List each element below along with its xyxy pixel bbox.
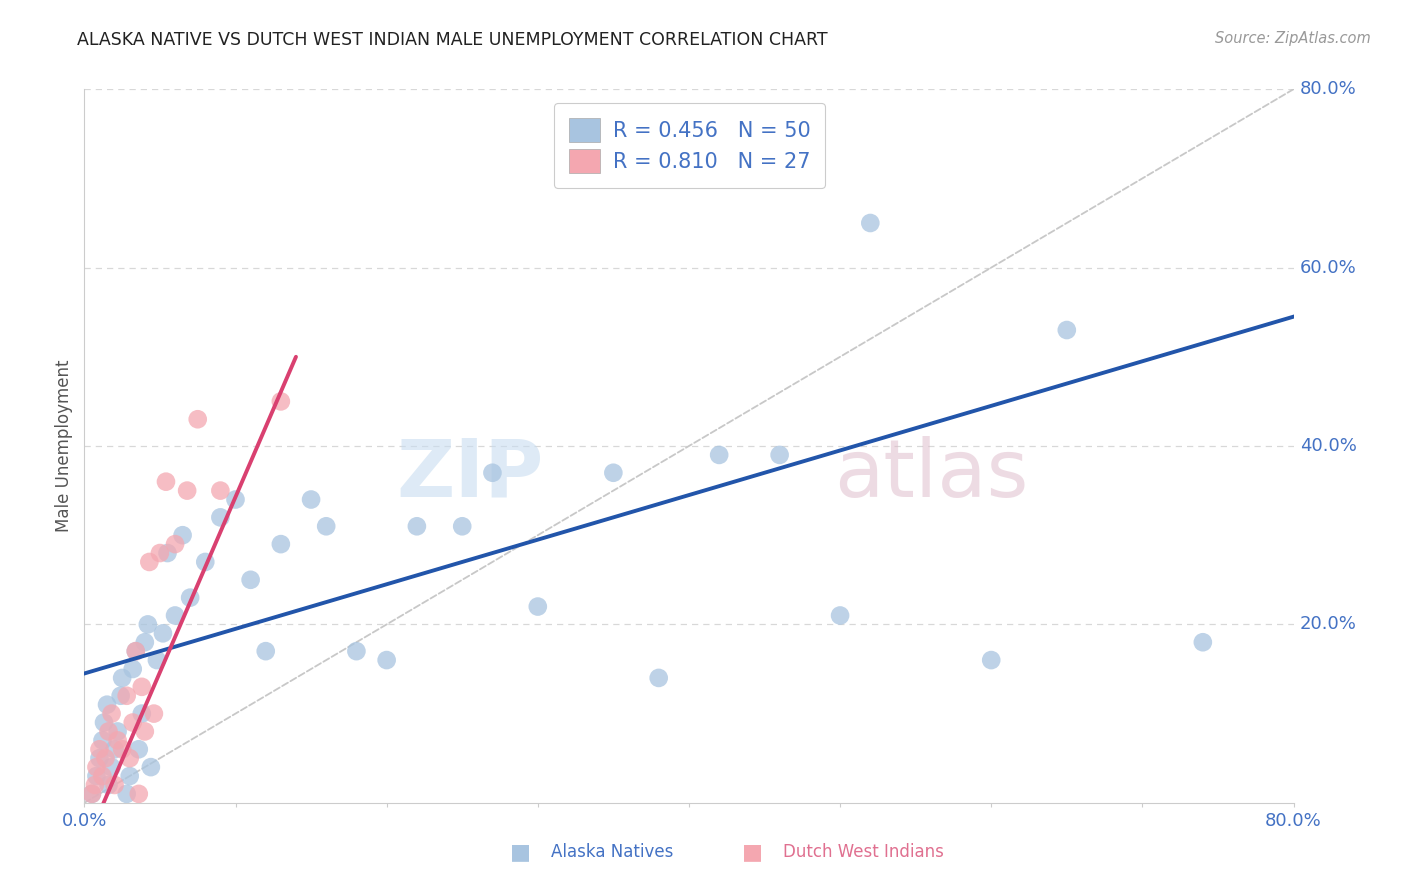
- Point: [270, 537, 292, 551]
- Point: [134, 724, 156, 739]
- Point: [1056, 323, 1078, 337]
- Point: [647, 671, 671, 685]
- Point: [107, 724, 129, 739]
- Point: [86, 769, 108, 783]
- Point: [209, 510, 232, 524]
- Point: [980, 653, 1002, 667]
- Point: [830, 608, 852, 623]
- Point: [163, 608, 186, 623]
- Point: [526, 599, 548, 614]
- Point: [179, 591, 201, 605]
- Point: [94, 751, 117, 765]
- Point: [107, 733, 129, 747]
- Point: [709, 448, 731, 462]
- Point: [142, 706, 165, 721]
- Point: [96, 698, 118, 712]
- Point: [110, 689, 132, 703]
- Point: [89, 742, 111, 756]
- Point: [121, 662, 143, 676]
- Point: [100, 706, 122, 721]
- Text: Source: ZipAtlas.com: Source: ZipAtlas.com: [1215, 31, 1371, 46]
- Point: [111, 671, 134, 685]
- Point: [104, 778, 127, 792]
- Point: [111, 742, 134, 756]
- Point: [121, 715, 143, 730]
- Point: [125, 644, 148, 658]
- Point: [146, 653, 169, 667]
- Text: ALASKA NATIVE VS DUTCH WEST INDIAN MALE UNEMPLOYMENT CORRELATION CHART: ALASKA NATIVE VS DUTCH WEST INDIAN MALE …: [77, 31, 828, 49]
- Point: [451, 519, 474, 533]
- Point: [239, 573, 262, 587]
- Point: [209, 483, 232, 498]
- Text: Dutch West Indians: Dutch West Indians: [783, 843, 943, 861]
- Point: [91, 733, 114, 747]
- Point: [254, 644, 277, 658]
- Point: [97, 724, 120, 739]
- Text: 60.0%: 60.0%: [1299, 259, 1357, 277]
- Point: [118, 769, 141, 783]
- Point: [134, 635, 156, 649]
- Point: [156, 546, 179, 560]
- Point: [602, 466, 624, 480]
- Point: [406, 519, 429, 533]
- Point: [86, 760, 108, 774]
- Point: [152, 626, 174, 640]
- Legend: R = 0.456   N = 50, R = 0.810   N = 27: R = 0.456 N = 50, R = 0.810 N = 27: [554, 103, 825, 188]
- Point: [172, 528, 194, 542]
- Point: [128, 742, 150, 756]
- Point: [270, 394, 292, 409]
- Point: [315, 519, 337, 533]
- Point: [104, 742, 127, 756]
- Point: [225, 492, 247, 507]
- Point: [136, 617, 159, 632]
- Point: [91, 769, 114, 783]
- Point: [375, 653, 398, 667]
- Point: [481, 466, 503, 480]
- Y-axis label: Male Unemployment: Male Unemployment: [55, 359, 73, 533]
- Text: 80.0%: 80.0%: [1299, 80, 1357, 98]
- Text: 40.0%: 40.0%: [1299, 437, 1357, 455]
- Point: [155, 475, 177, 489]
- Point: [80, 787, 103, 801]
- Point: [138, 555, 160, 569]
- Text: ZIP: ZIP: [396, 435, 544, 514]
- Point: [84, 778, 107, 792]
- Point: [299, 492, 322, 507]
- Point: [139, 760, 162, 774]
- Point: [128, 787, 150, 801]
- Point: [176, 483, 198, 498]
- Point: [80, 787, 103, 801]
- Point: [194, 555, 217, 569]
- Point: [97, 778, 120, 792]
- Point: [769, 448, 792, 462]
- Text: 20.0%: 20.0%: [1299, 615, 1357, 633]
- Point: [187, 412, 209, 426]
- Point: [346, 644, 368, 658]
- Point: [131, 680, 153, 694]
- Point: [89, 751, 111, 765]
- Point: [100, 760, 122, 774]
- Point: [125, 644, 148, 658]
- Point: [115, 689, 138, 703]
- Text: Alaska Natives: Alaska Natives: [551, 843, 673, 861]
- Point: [859, 216, 882, 230]
- Text: ■: ■: [510, 842, 530, 862]
- Point: [118, 751, 141, 765]
- Text: ■: ■: [742, 842, 762, 862]
- Point: [1191, 635, 1213, 649]
- Text: atlas: atlas: [834, 435, 1028, 514]
- Point: [163, 537, 186, 551]
- Point: [93, 715, 115, 730]
- Point: [131, 706, 153, 721]
- Point: [149, 546, 172, 560]
- Point: [115, 787, 138, 801]
